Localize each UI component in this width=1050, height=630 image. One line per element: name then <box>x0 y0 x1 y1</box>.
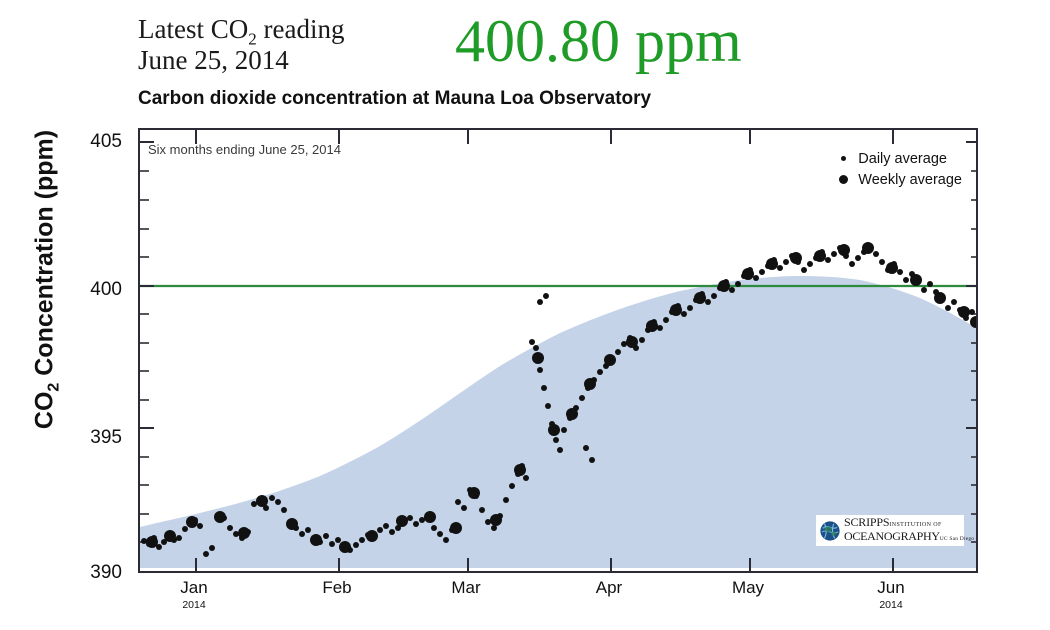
daily-average-points <box>141 243 976 557</box>
latest-reading-label-tail: reading <box>256 14 345 44</box>
y-tick-label-405: 405 <box>90 131 122 152</box>
x-tick-label-jun: Jun 2014 <box>851 578 931 611</box>
scripps-logo-line2: OCEANOGRAPHYUC San Diego <box>844 529 975 544</box>
x-tick-label-apr: Apr <box>569 578 649 598</box>
y-tick-label-400: 400 <box>90 279 122 300</box>
scripps-logo-line1: SCRIPPSINSTITUTION OF <box>844 515 974 530</box>
x-month-ticks <box>195 130 894 571</box>
x-tick-label-jan: Jan 2014 <box>154 578 234 611</box>
legend-item-daily: Daily average <box>828 148 962 169</box>
uc-san-diego-word: UC San Diego <box>939 536 975 542</box>
weekly-average-points <box>146 242 976 553</box>
plot-note: Six months ending June 25, 2014 <box>148 142 341 157</box>
x-tick-label-feb: Feb <box>297 578 377 598</box>
co2-subscript: 2 <box>248 29 257 49</box>
institution-of-word: INSTITUTION OF <box>889 522 942 528</box>
scripps-word: SCRIPPS <box>844 515 890 529</box>
scripps-logo-text: SCRIPPSINSTITUTION OF OCEANOGRAPHYUC San… <box>844 515 975 544</box>
x-tick-label-may: May <box>708 578 788 598</box>
x-tick-month-feb: Feb <box>322 578 352 597</box>
x-tick-month-jan: Jan <box>180 578 208 597</box>
chart-canvas <box>140 130 976 571</box>
x-tick-month-apr: Apr <box>595 578 623 597</box>
chart-title: Carbon dioxide concentration at Mauna Lo… <box>138 88 652 109</box>
latest-reading-label: Latest CO <box>138 14 249 44</box>
latest-reading-caption: Latest CO2 reading June 25, 2014 <box>138 14 344 76</box>
x-tick-month-jun: Jun <box>877 578 905 597</box>
legend-item-weekly: Weekly average <box>828 169 962 190</box>
globe-icon <box>820 520 840 541</box>
scripps-logo: SCRIPPSINSTITUTION OF OCEANOGRAPHYUC San… <box>816 515 974 546</box>
latest-reading-date: June 25, 2014 <box>138 45 289 75</box>
x-tick-month-may: May <box>731 578 765 597</box>
y-major-ticks <box>140 141 976 429</box>
legend-label-weekly: Weekly average <box>858 171 962 188</box>
x-tick-year-jun: 2014 <box>879 599 903 611</box>
latest-reading-value: 400.80 ppm <box>455 8 742 74</box>
trend-area-fill <box>140 276 976 568</box>
y-axis-title-subscript: 2 <box>45 382 63 392</box>
y-tick-label-390: 390 <box>90 562 122 583</box>
daily-average-marker-icon <box>828 156 858 161</box>
plot-area: Six months ending June 25, 2014 Daily av… <box>138 128 978 573</box>
header: Latest CO2 reading June 25, 2014 400.80 … <box>0 0 1050 118</box>
y-tick-label-395: 395 <box>90 427 122 448</box>
legend: Daily average Weekly average <box>828 148 962 190</box>
x-tick-label-mar: Mar <box>426 578 506 598</box>
oceanography-word: OCEANOGRAPHY <box>844 529 940 543</box>
x-tick-month-mar: Mar <box>451 578 481 597</box>
weekly-average-marker-icon <box>828 175 858 184</box>
latest-reading-label-line: Latest CO2 reading <box>138 14 345 49</box>
x-tick-year-jan: 2014 <box>182 599 206 611</box>
legend-label-daily: Daily average <box>858 150 947 167</box>
